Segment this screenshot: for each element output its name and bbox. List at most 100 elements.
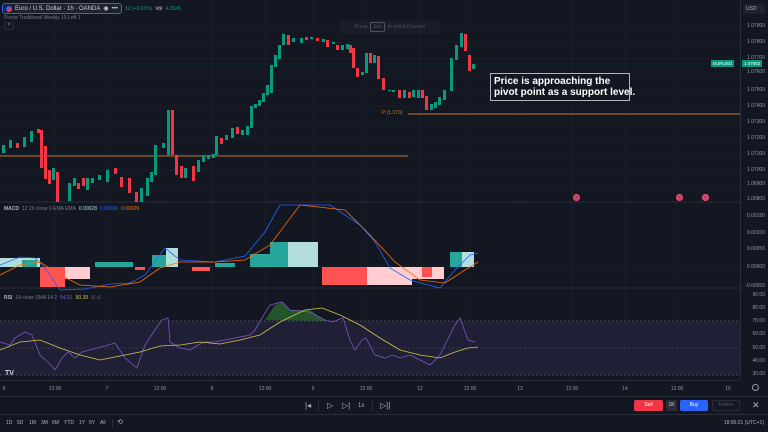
symbol-price-tag: EURUSD — [711, 60, 735, 67]
price-label: 1.07600 — [746, 69, 765, 75]
price-label: 1.07800 — [746, 39, 765, 45]
economic-event-icon[interactable] — [676, 194, 683, 201]
time-label: 12:00 — [670, 386, 684, 392]
macd-line-value: 0.00036 — [100, 206, 119, 212]
price-label: 1.07500 — [746, 87, 765, 93]
macd-legend: MACD 12 26 close 9 EMA EMA 0.00028 0.000… — [4, 206, 139, 212]
range-6m[interactable]: 6M — [52, 420, 59, 426]
time-axis[interactable]: 6 12:00 7 12:00 8 12:00 9 12:00 12 12:00… — [0, 380, 740, 395]
range-1y[interactable]: 1Y — [79, 420, 86, 426]
replay-toolbar: |◂ ▷ ▷| 1x ▷|| Sell 1K Buy Flatten ✕ — [0, 396, 768, 414]
economic-event-icon[interactable] — [573, 194, 580, 201]
macd-hist-value: 0.00028 — [78, 206, 97, 212]
price-label: 1.07300 — [746, 119, 765, 125]
macd-axis-label: 0.00000 — [746, 264, 765, 270]
macd-axis-label: -0.00050 — [745, 283, 765, 289]
close-replay-icon[interactable]: ✕ — [752, 400, 760, 410]
step-forward-icon[interactable]: ▷| — [342, 401, 351, 410]
pivot-label: P (1.073) — [382, 110, 403, 116]
speed-button[interactable]: 1x — [358, 403, 365, 409]
macd-axis-label: 0.00150 — [746, 213, 765, 219]
time-label: 6 — [2, 386, 6, 392]
annotation-line-1: Price is approaching the — [494, 76, 611, 87]
economic-event-icon[interactable] — [702, 194, 709, 201]
price-label: 1.07000 — [746, 167, 765, 173]
hint-press: Press — [354, 24, 368, 30]
price-label: 1.07900 — [746, 23, 765, 29]
flatten-button[interactable]: Flatten — [712, 400, 740, 411]
clock-timezone[interactable]: 18:00:21 (UTC+1) — [723, 420, 764, 426]
rsi-axis-label: 50.00 — [752, 345, 765, 351]
jump-to-realtime-icon[interactable]: ▷|| — [380, 401, 391, 410]
rsi-axis-label: 40.00 — [752, 358, 765, 364]
esc-key: Esc — [370, 22, 385, 32]
rsi-ma-value: 50.39 — [75, 295, 89, 301]
rsi-axis-label: 70.00 — [752, 318, 765, 324]
range-1m[interactable]: 1M — [29, 420, 36, 426]
separator — [372, 401, 373, 411]
price-label: 1.06900 — [746, 181, 765, 187]
time-label: 13 — [517, 386, 523, 392]
rsi-extra: ∅ ∅ — [91, 295, 102, 301]
currency-button[interactable]: USD — [743, 4, 765, 14]
time-label: 9 — [311, 386, 315, 392]
time-label: 12:00 — [565, 386, 579, 392]
price-label: 1.07100 — [746, 151, 765, 157]
buy-button[interactable]: Buy — [680, 400, 708, 411]
more-icon[interactable]: ••• — [111, 5, 118, 12]
time-label: 7 — [105, 386, 109, 392]
price-label: 1.07700 — [746, 55, 765, 61]
rsi-axis-label: 60.00 — [752, 331, 765, 337]
range-3m[interactable]: 3M — [41, 420, 48, 426]
separator — [318, 401, 319, 411]
macd-signal-value: 0.00009 — [121, 206, 140, 212]
range-ytd[interactable]: YTD — [64, 420, 74, 426]
symbol-title: Euro / U.S. Dollar · 1h · OANDA — [15, 5, 101, 12]
go-to-date-icon[interactable]: ⟲ — [117, 419, 123, 426]
time-label: 12:00 — [463, 386, 477, 392]
fullscreen-hint: Press Esc to exit full screen — [340, 20, 440, 34]
range-5y[interactable]: 5Y — [89, 420, 96, 426]
symbol-selector[interactable]: Euro / U.S. Dollar · 1h · OANDA ◉ ••• — [2, 3, 122, 14]
volume-label: Vol — [155, 5, 163, 12]
jump-to-start-icon[interactable]: |◂ — [305, 401, 312, 410]
price-label: 1.07200 — [746, 135, 765, 141]
chart-canvas[interactable] — [0, 0, 740, 380]
date-range-bar: 1D 5D 1M 3M 6M YTD 1Y 5Y All ⟲ 18:00:21 … — [0, 414, 768, 432]
price-label: 1.07400 — [746, 103, 765, 109]
eye-icon[interactable]: ◉ — [103, 6, 109, 12]
sell-button[interactable]: Sell — [634, 400, 663, 411]
chart-legend: Euro / U.S. Dollar · 1h · OANDA ◉ ••• 32… — [2, 3, 181, 14]
time-label: 15 — [725, 386, 731, 392]
time-label: 12 — [417, 386, 423, 392]
range-5d[interactable]: 5D — [17, 420, 24, 426]
pivots-indicator-label[interactable]: Pivots Traditional Weekly 15 Left 1 — [4, 15, 81, 21]
macd-title: MACD — [4, 206, 19, 212]
macd-axis-label: 0.00100 — [746, 230, 765, 236]
collapse-legend-button[interactable]: ^ — [4, 22, 14, 30]
volume-value: 4.392K — [165, 5, 182, 12]
separator — [112, 419, 113, 428]
time-label: 12:00 — [258, 386, 272, 392]
rsi-params: 14 close SMA 14 2 — [15, 295, 58, 301]
rsi-axis-label: 80.00 — [752, 305, 765, 311]
quantity-button[interactable]: 1K — [666, 400, 677, 411]
rsi-title: RSI — [4, 295, 13, 301]
price-label: 1.06800 — [746, 196, 765, 202]
range-all[interactable]: All — [100, 420, 106, 426]
chart-settings-icon[interactable] — [752, 384, 759, 391]
macd-axis-label: 0.00050 — [746, 246, 765, 252]
price-axis[interactable]: 1.07900 1.07800 1.07700 1.07600 1.07500 … — [740, 0, 768, 380]
annotation-line-2: pivot point as a support level. — [494, 87, 636, 98]
rsi-legend: RSI 14 close SMA 14 2 54.91 50.39 ∅ ∅ — [4, 295, 101, 301]
tradingview-logo[interactable]: TV — [5, 370, 14, 377]
time-label: 12:00 — [359, 386, 373, 392]
text-annotation[interactable]: Price is approaching the pivot point as … — [490, 73, 636, 101]
current-price-tag: 1.07662 — [742, 60, 763, 67]
range-1d[interactable]: 1D — [6, 420, 13, 426]
play-icon[interactable]: ▷ — [327, 401, 334, 410]
rsi-axis-label: 90.00 — [752, 292, 765, 298]
currency-flag-icon — [6, 5, 12, 12]
rsi-value: 54.91 — [60, 295, 73, 301]
time-label: 8 — [210, 386, 214, 392]
